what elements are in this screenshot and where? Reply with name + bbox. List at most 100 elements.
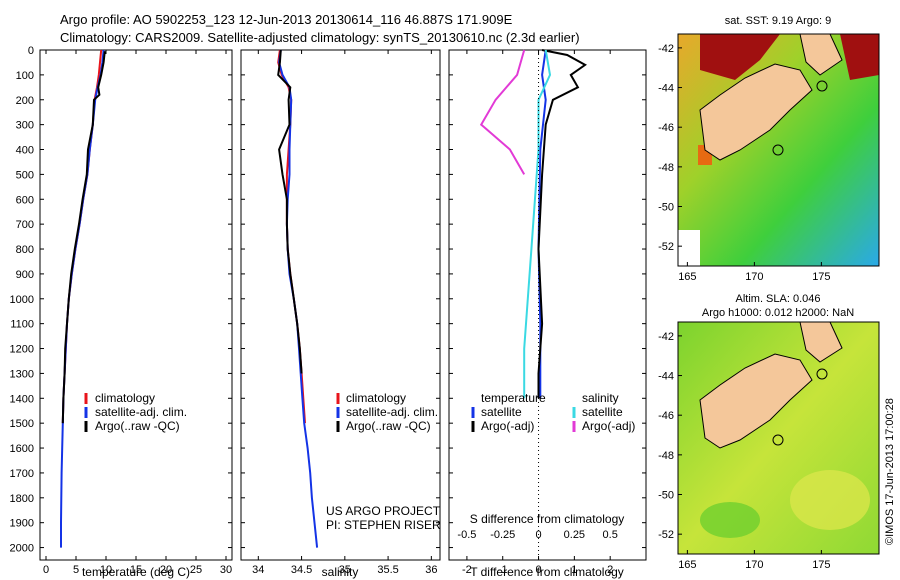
x-tick-label: -2 xyxy=(462,564,472,576)
s-tick-label: -0.25 xyxy=(490,529,515,541)
lat-tick-label: -46 xyxy=(658,122,674,134)
y-tick-label: 200 xyxy=(16,95,34,107)
lat-tick-label: -48 xyxy=(658,162,674,174)
credit-project: US ARGO PROJECT xyxy=(326,504,441,518)
lat-tick-label: -50 xyxy=(658,490,674,502)
lat-tick-label: -48 xyxy=(658,450,674,462)
no-data-region xyxy=(678,230,700,266)
legend-label: climatology xyxy=(95,391,155,405)
s-tick-label: -0.5 xyxy=(457,529,476,541)
argo-float-marker xyxy=(772,434,784,446)
land-south-island xyxy=(699,353,813,449)
x-tick-label: 35 xyxy=(339,564,351,576)
series-line-s-satellite xyxy=(523,49,552,399)
land-north-island xyxy=(799,34,843,76)
x-tick-label: -1 xyxy=(498,564,508,576)
y-tick-label: 1100 xyxy=(10,319,34,331)
lat-tick-label: -44 xyxy=(658,83,674,95)
legend-label: Argo(..raw -QC) xyxy=(346,419,431,433)
lat-tick-label: -52 xyxy=(658,241,674,253)
y-tick-label: 2000 xyxy=(10,543,34,555)
x-tick-label: 10 xyxy=(100,564,112,576)
legend-title-temperature: temperature xyxy=(481,391,546,405)
legend-label: Argo(-adj) xyxy=(481,419,534,433)
legend-label: satellite xyxy=(481,405,522,419)
lat-tick-label: -42 xyxy=(658,331,674,343)
sla-map xyxy=(678,322,879,554)
x-tick-label: 25 xyxy=(190,564,202,576)
lon-tick-label: 170 xyxy=(745,271,763,283)
y-tick-label: 1400 xyxy=(10,393,34,405)
sst-map-frame xyxy=(677,33,880,267)
y-tick-label: 500 xyxy=(16,169,34,181)
x-tick-label: 5 xyxy=(73,564,79,576)
x-tick-label: 30 xyxy=(220,564,232,576)
x-tick-label: 34 xyxy=(252,564,264,576)
sst-map xyxy=(678,34,879,266)
lat-tick-label: -44 xyxy=(658,371,674,383)
sla-map-title: Altim. SLA: 0.046 xyxy=(736,293,821,305)
land-south-island xyxy=(699,63,813,161)
y-tick-label: 700 xyxy=(16,219,34,231)
lon-tick-label: 175 xyxy=(812,559,830,571)
sla-high-patch xyxy=(790,470,870,530)
salinity-legend: climatology satellite-adj. clim. Argo(..… xyxy=(336,391,438,433)
series-line-s-argo-adj xyxy=(479,49,526,175)
lon-tick-label: 170 xyxy=(745,559,763,571)
x-tick-label: 0 xyxy=(535,564,541,576)
difference-legend: temperature salinity satellite Argo(-adj… xyxy=(471,391,635,433)
x-tick-label: 2 xyxy=(607,564,613,576)
y-tick-label: 900 xyxy=(16,269,34,281)
argo-float-marker xyxy=(772,144,784,156)
y-tick-label: 800 xyxy=(16,244,34,256)
y-tick-label: 1300 xyxy=(10,368,34,380)
legend-label: satellite-adj. clim. xyxy=(346,405,438,419)
series-line-satellite-adj-clim xyxy=(278,49,319,548)
lat-tick-label: -46 xyxy=(658,410,674,422)
sla-map-subtitle: Argo h1000: 0.012 h2000: NaN xyxy=(702,307,854,319)
sst-map-title: sat. SST: 9.19 Argo: 9 xyxy=(725,15,831,27)
x-tick-label: 15 xyxy=(130,564,142,576)
series-line-satellite-adj-clim xyxy=(60,49,105,548)
y-tick-label: 0 xyxy=(28,45,34,57)
y-tick-label: 100 xyxy=(16,70,34,82)
x-tick-label: 35.5 xyxy=(377,564,398,576)
y-tick-label: 1900 xyxy=(10,518,34,530)
s-tick-label: 0.25 xyxy=(564,529,585,541)
y-tick-label: 1000 xyxy=(10,294,34,306)
credit-pi: PI: STEPHEN RISER xyxy=(326,518,441,532)
warm-anomaly-patch xyxy=(840,34,879,80)
sla-map-ticks: -42 -44 -46 -48 -50 -52 165 170 175 xyxy=(658,331,830,571)
legend-label: Argo(-adj) xyxy=(582,419,635,433)
temperature-legend: climatology satellite-adj. clim. Argo(..… xyxy=(84,391,187,433)
y-tick-label: 1800 xyxy=(10,493,34,505)
lat-tick-label: -50 xyxy=(658,202,674,214)
sla-low-patch xyxy=(700,502,760,538)
legend-label: climatology xyxy=(346,391,406,405)
legend-label: Argo(..raw -QC) xyxy=(95,419,180,433)
series-line-argo-raw-qc xyxy=(61,51,106,424)
x-tick-label: 0 xyxy=(43,564,49,576)
legend-label: satellite-adj. clim. xyxy=(95,405,187,419)
x-tick-label: 20 xyxy=(160,564,172,576)
legend-title-salinity: salinity xyxy=(582,391,619,405)
s-difference-label: S difference from climatology xyxy=(470,512,625,526)
series-line-t-satellite xyxy=(537,49,547,399)
difference-plot-frame xyxy=(448,49,647,561)
argo-float-marker xyxy=(816,80,828,92)
y-tick-label: 600 xyxy=(16,194,34,206)
y-tick-label: 1500 xyxy=(10,418,34,430)
x-tick-label: 1 xyxy=(571,564,577,576)
lon-tick-label: 165 xyxy=(678,559,696,571)
sla-map-frame xyxy=(677,321,880,555)
temperature-xlabel: temperature (deg C) xyxy=(82,565,190,579)
series-line-argo-raw-qc xyxy=(277,49,303,374)
difference-xlabel: T difference from climatology xyxy=(470,565,624,579)
lat-tick-label: -42 xyxy=(658,43,674,55)
salinity-xlabel: salinity xyxy=(322,565,359,579)
series-line-t-argo-adj xyxy=(537,49,587,399)
profile-title: Argo profile: AO 5902253_123 12-Jun-2013… xyxy=(60,12,513,27)
y-tick-label: 400 xyxy=(16,145,34,157)
s-tick-label: 0.5 xyxy=(603,529,618,541)
argo-float-marker xyxy=(816,368,828,380)
